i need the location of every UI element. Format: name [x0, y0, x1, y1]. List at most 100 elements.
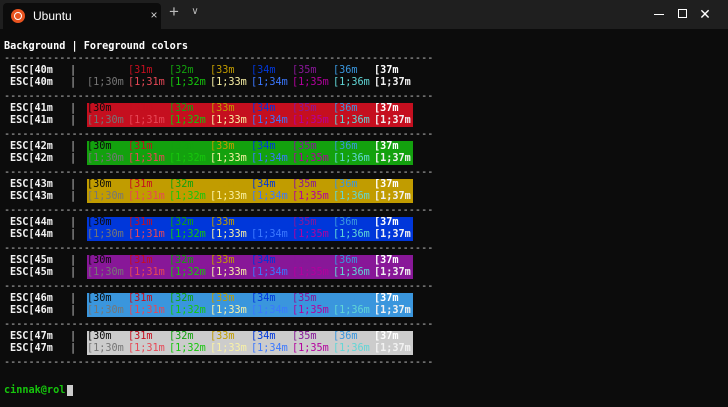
separator-line: ----------------------------------------…	[4, 243, 434, 254]
color-sample: [36m	[333, 65, 358, 76]
color-sample: [35m	[292, 331, 317, 342]
background-band	[87, 255, 413, 279]
color-sample: [1;31m	[128, 77, 165, 88]
esc-code-label: ESC[46m	[10, 293, 53, 304]
color-sample: [31m	[128, 331, 153, 342]
color-sample: [1;36m	[333, 305, 370, 316]
color-sample: [31m	[128, 65, 153, 76]
color-sample: [1;35m	[292, 115, 329, 126]
color-sample: [32m	[169, 331, 194, 342]
color-sample: [1;32m	[169, 267, 206, 278]
color-sample: [1;34m	[251, 267, 288, 278]
color-sample: [37m	[374, 103, 399, 114]
color-sample: [34m	[251, 141, 276, 152]
color-sample: [35m	[292, 103, 317, 114]
color-sample: [33m	[210, 103, 235, 114]
close-button[interactable]: ✕	[699, 6, 711, 22]
color-sample: [1;33m	[210, 153, 247, 164]
color-sample: [35m	[292, 255, 317, 266]
color-sample: [33m	[210, 217, 235, 228]
color-sample: [34m	[251, 65, 276, 76]
color-sample: [35m	[292, 141, 317, 152]
color-sample: [1;33m	[210, 229, 247, 240]
maximize-button[interactable]	[659, 0, 705, 29]
color-row: ESC[44m | [1;30m [1;31m [1;32m [1;33m [1;34m [1…	[4, 229, 724, 241]
separator-line: ----------------------------------------…	[4, 319, 434, 330]
color-sample: [1;30m	[87, 191, 124, 202]
color-sample: [1;32m	[169, 305, 206, 316]
separator-line: ----------------------------------------…	[4, 357, 434, 368]
color-sample: [1;37m	[374, 267, 411, 278]
color-sample: [36m	[333, 293, 358, 304]
esc-code-label: ESC[43m	[10, 179, 53, 190]
color-sample: [34m	[251, 255, 276, 266]
color-sample: [1;32m	[169, 343, 206, 354]
background-band	[87, 331, 413, 355]
background-band	[87, 103, 413, 127]
column-divider: |	[70, 293, 77, 304]
color-sample: [1;36m	[333, 267, 370, 278]
ubuntu-logo-icon	[11, 9, 25, 23]
color-sample: [1;36m	[333, 153, 370, 164]
color-sample: [32m	[169, 217, 194, 228]
separator-line: ----------------------------------------…	[4, 205, 434, 216]
color-sample: [1;30m	[87, 229, 124, 240]
column-divider: |	[70, 343, 77, 354]
color-sample: [31m	[128, 141, 153, 152]
color-sample: [1;35m	[292, 305, 329, 316]
terminal-content[interactable]: Background | Foreground colors ---------…	[4, 35, 724, 405]
color-sample: [36m	[333, 103, 358, 114]
title-bar: Ubuntu × + ∨ ✕	[0, 0, 728, 29]
color-sample: [31m	[128, 217, 153, 228]
color-sample: [31m	[128, 179, 153, 190]
color-sample: [32m	[169, 103, 194, 114]
color-sample: [30m	[87, 331, 112, 342]
color-sample: [1;30m	[87, 267, 124, 278]
column-divider: |	[70, 65, 77, 76]
esc-code-label: ESC[45m	[10, 267, 53, 278]
color-sample: [34m	[251, 331, 276, 342]
color-sample: [32m	[169, 293, 194, 304]
color-row: ESC[47m | [30m [31m [32m [33m [34m [35m [36m [37m	[4, 331, 724, 343]
prompt-text: cinnak@rol	[4, 385, 66, 396]
color-row: ESC[41m | [30m [31m [32m [33m [34m [35m [36m [37m	[4, 103, 724, 115]
color-sample: [1;34m	[251, 115, 288, 126]
color-sample: [1;33m	[210, 115, 247, 126]
color-sample: [1;30m	[87, 153, 124, 164]
minimize-button[interactable]	[636, 0, 682, 29]
background-band	[87, 217, 413, 241]
tab-close-icon[interactable]: ×	[150, 8, 158, 22]
tab-ubuntu[interactable]: Ubuntu ×	[3, 3, 161, 29]
new-tab-button[interactable]: +	[169, 2, 179, 21]
color-row: ESC[47m | [1;30m [1;31m [1;32m [1;33m [1;34m [1…	[4, 343, 724, 355]
color-sample: [36m	[333, 141, 358, 152]
color-sample: [1;31m	[128, 229, 165, 240]
color-sample: [1;31m	[128, 343, 165, 354]
tab-dropdown-button[interactable]: ∨	[191, 6, 199, 17]
color-sample: [1;35m	[292, 267, 329, 278]
color-sample: [31m	[128, 255, 153, 266]
color-sample: [1;30m	[87, 343, 124, 354]
color-sample: [32m	[169, 179, 194, 190]
esc-code-label: ESC[44m	[10, 217, 53, 228]
color-sample: [30m	[87, 141, 112, 152]
color-sample: [33m	[210, 141, 235, 152]
color-sample: [34m	[251, 179, 276, 190]
separator-line: ----------------------------------------…	[4, 129, 434, 140]
color-sample: [1;33m	[210, 77, 247, 88]
color-sample: [37m	[374, 179, 399, 190]
column-divider: |	[70, 331, 77, 342]
color-sample: [30m	[87, 179, 112, 190]
color-sample: [33m	[210, 255, 235, 266]
color-sample: [1;32m	[169, 229, 206, 240]
color-sample: [1;32m	[169, 153, 206, 164]
color-sample: [33m	[210, 331, 235, 342]
color-sample: [30m	[87, 103, 112, 114]
color-sample: [1;31m	[128, 153, 165, 164]
color-sample: [32m	[169, 141, 194, 152]
color-sample: [34m	[251, 293, 276, 304]
esc-code-label: ESC[47m	[10, 343, 53, 354]
color-row: ESC[42m | [30m [31m [32m [33m [34m [35m [36m [37m	[4, 141, 724, 153]
color-sample: [1;33m	[210, 343, 247, 354]
color-sample: [1;32m	[169, 115, 206, 126]
